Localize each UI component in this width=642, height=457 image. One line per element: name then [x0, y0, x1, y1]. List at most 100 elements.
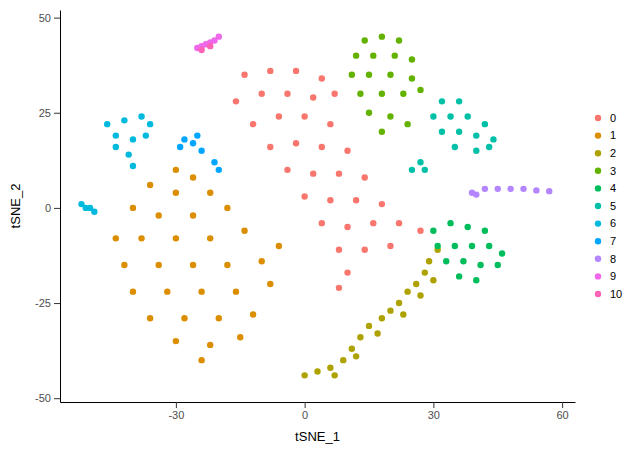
- legend-item: 9: [595, 270, 616, 282]
- legend-item: 7: [595, 235, 616, 247]
- point: [426, 258, 432, 264]
- point: [370, 52, 376, 58]
- point: [349, 71, 355, 77]
- point: [130, 288, 136, 294]
- point: [147, 315, 153, 321]
- point: [396, 300, 402, 306]
- point: [113, 144, 119, 150]
- point: [293, 140, 299, 146]
- point: [396, 37, 402, 43]
- point: [366, 323, 372, 329]
- point: [224, 262, 230, 268]
- legend-symbol: [595, 256, 601, 262]
- legend-label: 7: [610, 235, 616, 247]
- legend-label: 8: [610, 253, 616, 265]
- point: [91, 209, 97, 215]
- point: [422, 269, 428, 275]
- point: [276, 113, 282, 119]
- point: [379, 91, 385, 97]
- point: [456, 98, 462, 104]
- point: [331, 372, 337, 378]
- point: [250, 311, 256, 317]
- legend-symbol: [595, 203, 601, 209]
- point: [400, 91, 406, 97]
- legend-label: 2: [610, 147, 616, 159]
- point: [331, 91, 337, 97]
- y-axis-title: tSNE_2: [8, 184, 23, 229]
- point: [259, 258, 265, 264]
- tick-mark: [176, 402, 177, 408]
- tick-label: 0: [45, 202, 51, 214]
- point: [267, 281, 273, 287]
- cluster: [301, 247, 440, 379]
- point: [417, 159, 423, 165]
- point: [83, 205, 89, 211]
- point: [336, 285, 342, 291]
- legend-label: 5: [610, 200, 616, 212]
- point: [507, 186, 513, 192]
- legend-item: 2: [595, 147, 616, 159]
- point: [366, 110, 372, 116]
- point: [430, 113, 436, 119]
- point: [156, 212, 162, 218]
- point: [374, 330, 380, 336]
- point: [113, 235, 119, 241]
- point: [267, 144, 273, 150]
- point: [422, 167, 428, 173]
- point: [456, 129, 462, 135]
- point: [233, 98, 239, 104]
- point: [417, 228, 423, 234]
- cluster: [78, 113, 153, 215]
- tick-mark: [54, 113, 60, 114]
- legend-label: 9: [610, 270, 616, 282]
- legend-symbol: [595, 185, 601, 191]
- point: [336, 170, 342, 176]
- chart: -3003060-50-2502550tSNE_1tSNE_2012345678…: [0, 0, 642, 457]
- point: [276, 243, 282, 249]
- legend-label: 10: [610, 288, 622, 300]
- legend-item: 5: [595, 200, 616, 212]
- point: [130, 163, 136, 169]
- point: [138, 235, 144, 241]
- point: [327, 197, 333, 203]
- point: [327, 365, 333, 371]
- point: [392, 52, 398, 58]
- cluster: [233, 68, 424, 291]
- legend-item: 0: [595, 112, 616, 124]
- axis-line: [61, 402, 576, 403]
- point: [173, 189, 179, 195]
- cluster: [349, 33, 424, 135]
- point: [259, 91, 265, 97]
- point: [121, 117, 127, 123]
- point: [181, 136, 187, 142]
- point: [499, 250, 505, 256]
- tick-label: 0: [302, 409, 308, 421]
- point: [387, 71, 393, 77]
- x-axis-title: tSNE_1: [295, 429, 340, 444]
- tick-label: 25: [39, 107, 51, 119]
- point: [319, 75, 325, 81]
- legend-symbol: [595, 238, 601, 244]
- point: [452, 144, 458, 150]
- point: [207, 342, 213, 348]
- cluster: [113, 167, 282, 364]
- point: [495, 186, 501, 192]
- point: [482, 186, 488, 192]
- point: [143, 132, 149, 138]
- point: [267, 68, 273, 74]
- point: [362, 247, 368, 253]
- cluster: [177, 132, 222, 173]
- point: [241, 228, 247, 234]
- legend-symbol: [595, 132, 601, 138]
- legend-label: 3: [610, 165, 616, 177]
- point: [284, 167, 290, 173]
- point: [349, 346, 355, 352]
- tick-label: -25: [35, 297, 51, 309]
- point: [486, 144, 492, 150]
- point: [121, 262, 127, 268]
- point: [177, 144, 183, 150]
- point: [417, 87, 423, 93]
- point: [460, 258, 466, 264]
- point: [404, 288, 410, 294]
- tick-mark: [305, 402, 306, 408]
